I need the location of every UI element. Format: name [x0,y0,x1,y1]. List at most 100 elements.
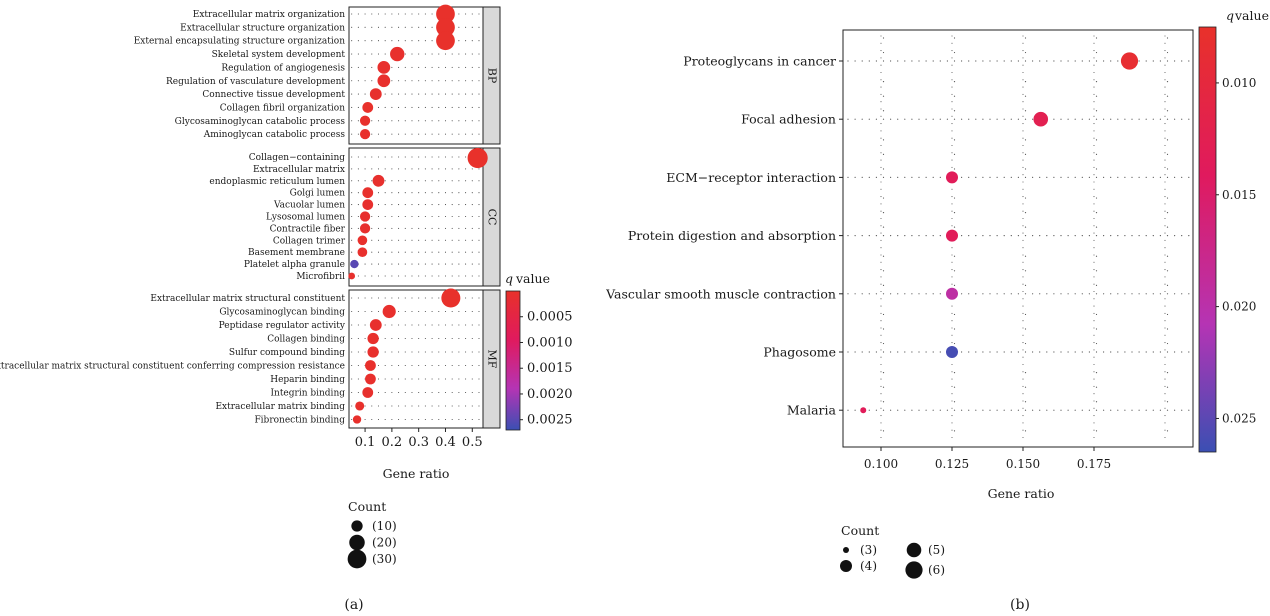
grid-dot [471,40,473,42]
grid-dot [918,409,920,411]
grid-dot [444,337,447,340]
grid-dot [880,247,882,249]
grid-dot [424,26,426,28]
grid-dot [996,409,998,411]
grid-dot [882,235,885,237]
grid-dot [868,409,870,411]
grid-dot [431,364,433,367]
grid-dot [384,364,386,367]
grid-dot [1024,110,1027,112]
grid-dot [890,351,892,353]
grid-dot [357,310,359,313]
grid-dot [418,239,420,241]
dot-b-0 [1120,52,1139,70]
grid-dot [1159,176,1161,178]
grid-dot [1093,415,1095,417]
term-label: Basement membrane [248,248,345,258]
grid-dot [384,204,386,206]
grid-dot [471,251,473,253]
grid-dot [478,80,480,82]
grid-dot [1022,225,1024,227]
colorbar-tick-label: 0.025 [1222,411,1256,425]
grid-dot [1074,60,1076,62]
grid-dot [868,351,870,353]
term-label: Integrin binding [270,389,345,399]
grid-dot [882,212,885,214]
grid-dot [1145,235,1147,237]
grid-dot [1164,71,1166,74]
size-legend-dot [347,549,367,569]
grid-dot [1095,284,1098,286]
grid-dot [882,351,885,353]
grid-dot [1024,386,1027,388]
grid-dot [951,144,953,147]
grid-dot [951,79,953,81]
panel-mf-frame [348,289,484,429]
grid-dot [1166,168,1169,170]
dot-mf-3 [367,332,379,345]
grid-dot [438,239,440,241]
grid-dot [1164,203,1166,205]
grid-dot [1164,137,1166,139]
grid-dot [1159,351,1161,353]
grid-dot [1022,407,1024,409]
grid-dot [882,81,885,83]
grid-dot [451,378,453,380]
term-label: Aminoglycan catabolic process [203,130,346,140]
grid-dot [1095,81,1098,83]
grid-dot [880,261,882,263]
grid-dot [431,215,433,218]
grid-dot [882,401,885,403]
grid-dot [1093,393,1095,395]
grid-dot [411,168,413,170]
grid-dot [438,364,440,367]
grid-dot [391,227,393,229]
grid-dot [471,93,473,95]
grid-dot [384,168,386,170]
grid-dot [444,168,447,170]
grid-dot [391,133,393,135]
grid-dot [951,415,953,417]
term-label: Phagosome [763,345,836,360]
grid-dot [444,227,447,229]
term-label: Extracellular matrix structural constitu… [0,362,345,372]
grid-dot [1166,81,1169,83]
grid-dot [1024,342,1027,345]
grid-dot [444,53,447,55]
grid-dot [847,351,849,353]
grid-dot [951,363,953,366]
grid-dot [1188,235,1190,237]
grid-dot [953,226,956,228]
grid-dot [882,409,885,411]
grid-dot [384,263,386,265]
grid-dot [1093,290,1095,293]
grid-dot [932,409,934,411]
grid-dot [424,337,426,340]
grid-dot [1164,378,1166,380]
grid-dot [1164,86,1166,88]
grid-dot [951,166,953,168]
grid-dot [1067,235,1069,237]
grid-dot [351,204,353,206]
grid-dot [1093,436,1095,439]
grid-dot [1074,351,1076,353]
grid-dot [1093,407,1095,409]
grid-dot [882,270,885,272]
grid-dot [451,351,453,353]
grid-dot [424,204,426,206]
grid-dot [357,80,359,82]
grid-dot [431,204,433,206]
grid-dot [411,40,413,42]
grid-dot [478,263,480,265]
grid-dot [364,351,366,353]
grid-dot [1060,118,1062,120]
grid-dot [471,66,473,68]
grid-dot [351,297,353,299]
grid-dot [351,239,353,241]
grid-dot [951,115,953,117]
grid-dot [371,239,373,241]
grid-dot [465,378,467,380]
grid-dot [411,80,413,82]
grid-dot [377,106,380,108]
grid-dot [1022,393,1024,395]
